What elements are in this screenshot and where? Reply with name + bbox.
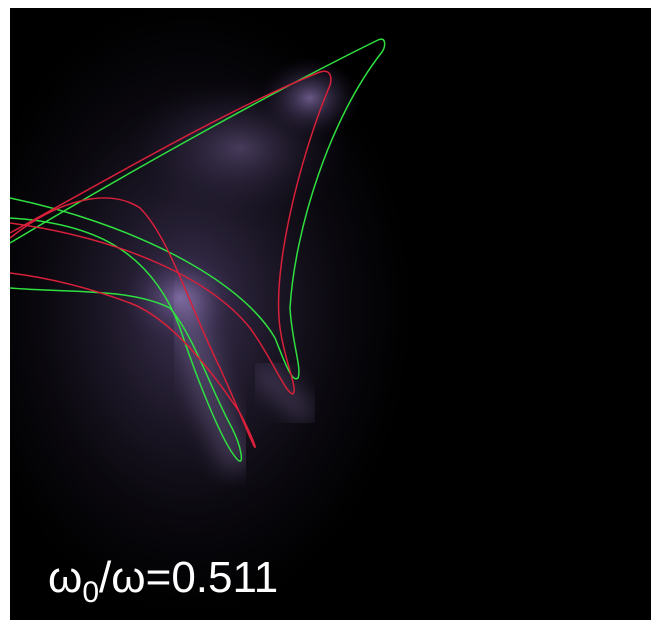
plasma-image <box>10 8 651 620</box>
subscript: 0 <box>82 576 99 609</box>
frequency-label: ω0/ω=0.511 <box>48 556 278 600</box>
omega-symbol: ω <box>48 553 82 602</box>
ratio-value: /ω=0.511 <box>99 553 278 602</box>
page: {"label": {"symbol": "ω", "subscript": "… <box>0 0 661 629</box>
glow <box>260 58 360 138</box>
image-frame: ω0/ω=0.511 <box>10 8 651 620</box>
